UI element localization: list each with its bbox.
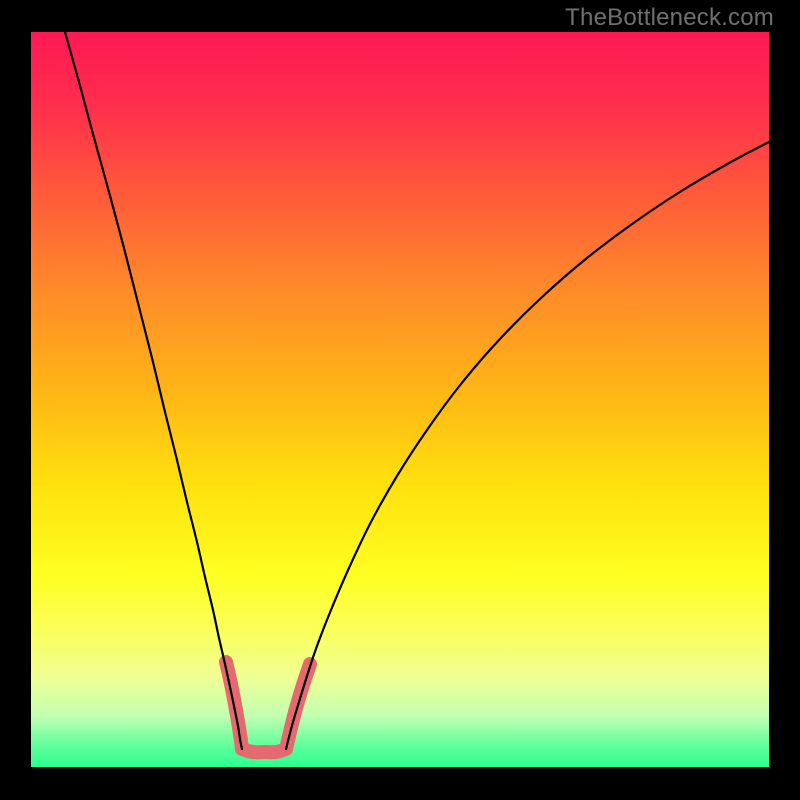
plot-area: [31, 32, 769, 767]
left-curve: [65, 32, 242, 749]
right-curve: [286, 142, 769, 749]
watermark-text: TheBottleneck.com: [565, 4, 774, 32]
curves-layer: [31, 32, 769, 767]
